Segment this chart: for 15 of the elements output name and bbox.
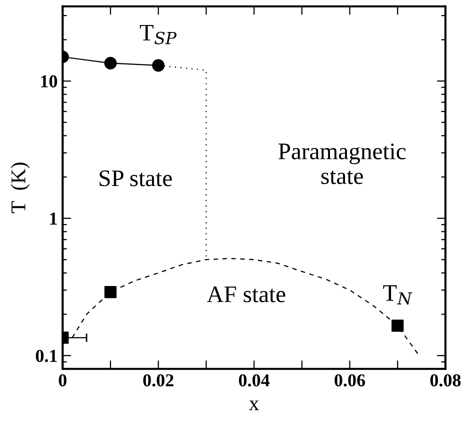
y-tick-label: 0.1 [36,350,57,362]
annotation: SP state [100,170,172,186]
x-tick-label: 0 [58,374,66,386]
x-tick-label: 0.06 [334,374,366,387]
annotation: AF state [206,286,286,302]
x-tick-label: 0.04 [238,374,270,387]
x-axis-title: x [249,400,259,410]
y-tick-label: 1 [50,212,57,225]
y-tick-label: 10 [41,75,58,88]
annotation: T$_{SP}$ [140,24,177,44]
x-tick-label: 0.02 [143,374,174,387]
annotation: Paramagnetic state [278,144,406,184]
x-tick-label: 0.08 [430,374,461,387]
annotation: T$_{N}$ [383,285,412,305]
y-axis-title: T (K) [10,162,30,214]
